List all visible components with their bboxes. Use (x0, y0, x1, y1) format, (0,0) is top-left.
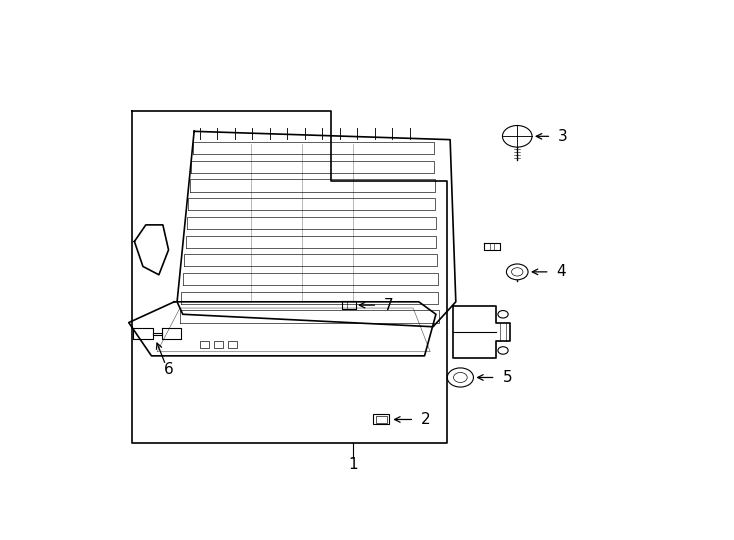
Bar (374, 415, 389, 424)
Bar (200, 341, 209, 348)
Bar (214, 341, 223, 348)
Text: 5: 5 (503, 370, 512, 385)
Text: 1: 1 (349, 457, 358, 472)
Text: 6: 6 (164, 362, 173, 377)
Bar (376, 416, 387, 423)
Text: 7: 7 (384, 298, 393, 313)
Text: 3: 3 (558, 129, 568, 144)
Text: 4: 4 (556, 265, 566, 279)
Text: 2: 2 (421, 412, 430, 427)
Bar (228, 341, 237, 348)
